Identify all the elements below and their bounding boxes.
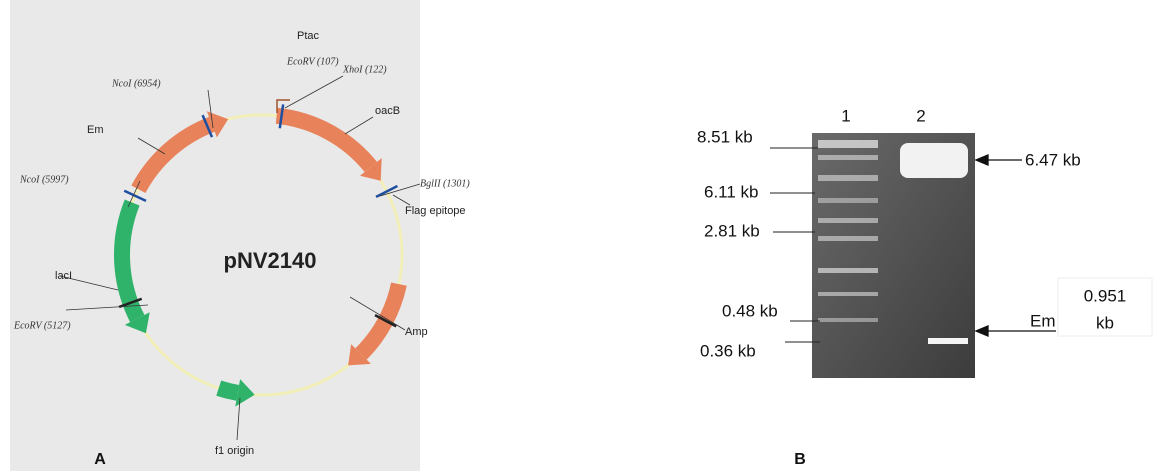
feature-label: EcoRV (107) — [286, 56, 339, 67]
plasmid-name: pNV2140 — [224, 248, 317, 273]
feature-arc — [219, 388, 238, 393]
insert-label: Em — [1030, 311, 1056, 330]
feature-label: XhoI (122) — [342, 64, 387, 75]
feature-label: oacB — [375, 105, 400, 117]
band-label: 6.47 kb — [1025, 150, 1081, 169]
ladder-label: 8.51 kb — [697, 127, 753, 146]
figure: Ptac EcoRV (107) XhoI (122) oacB BglII (… — [0, 0, 1153, 471]
ladder-label: 6.11 kb — [704, 182, 759, 201]
feature-label: Ptac — [297, 30, 320, 42]
feature-label: NcoI (6954) — [111, 78, 161, 89]
feature-label: NcoI (5997) — [19, 174, 69, 185]
feature-label: Amp — [405, 326, 428, 338]
ladder-label: 0.36 kb — [700, 341, 756, 360]
insert-size: 0.951 — [1084, 286, 1127, 305]
panel-letter: A — [94, 451, 106, 468]
ladder-label: 0.48 kb — [722, 301, 778, 320]
feature-label: BglII (1301) — [420, 178, 470, 189]
feature-label: Em — [87, 124, 104, 136]
feature-label: f1 origin — [215, 445, 254, 457]
panel-letter: B — [794, 451, 806, 468]
feature-label: Flag epitope — [405, 205, 466, 217]
feature-label: EcoRV (5127) — [13, 320, 71, 331]
feature-label: lacI — [55, 270, 72, 282]
insert-unit: kb — [1096, 313, 1114, 332]
band-arrows — [976, 155, 1056, 336]
lane-label: 1 — [841, 106, 850, 125]
page: Ptac EcoRV (107) XhoI (122) oacB BglII (… — [0, 0, 1153, 471]
ladder-label: 2.81 kb — [704, 221, 760, 240]
lane-label: 2 — [916, 106, 925, 125]
